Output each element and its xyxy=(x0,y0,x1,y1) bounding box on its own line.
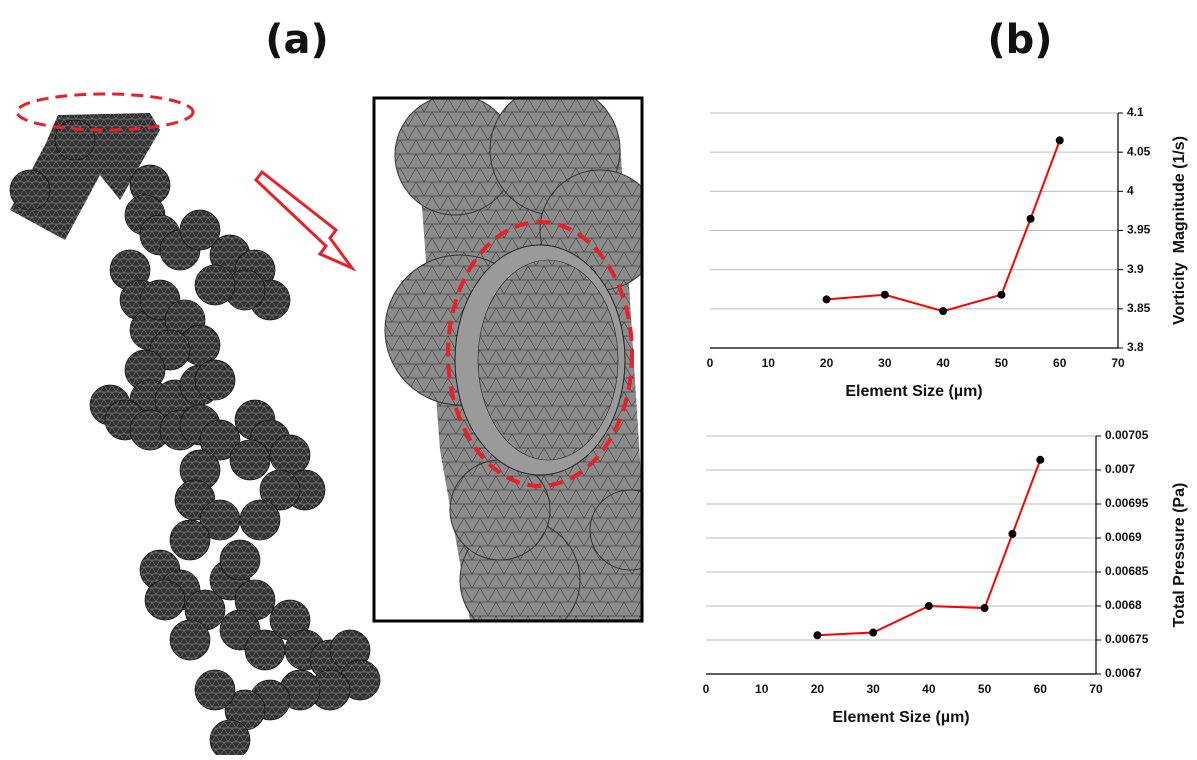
mesh-sphere xyxy=(144,579,186,621)
zoom-frame xyxy=(372,96,644,623)
x-tick-label: 40 xyxy=(922,682,936,696)
data-point xyxy=(939,307,948,316)
x-tick-label: 10 xyxy=(755,682,769,696)
data-point xyxy=(1008,529,1017,538)
y-tick-label: 4 xyxy=(1127,184,1134,198)
mesh-sphere xyxy=(239,499,281,541)
mesh-sphere xyxy=(229,439,271,481)
x-tick-label: 50 xyxy=(995,356,1009,370)
x-tick-label: 0 xyxy=(703,682,710,696)
y-tick-label: 3.95 xyxy=(1127,223,1151,237)
mesh-sphere xyxy=(169,519,211,561)
zoom-view xyxy=(375,99,641,620)
mesh-sphere xyxy=(209,719,251,760)
series-line xyxy=(826,140,1061,313)
data-point xyxy=(924,602,933,610)
series-line xyxy=(817,459,1042,637)
data-point xyxy=(869,628,878,637)
mesh-sphere xyxy=(194,359,236,401)
data-point xyxy=(822,295,831,304)
mesh-sphere xyxy=(194,669,236,711)
mesh-sphere xyxy=(269,434,311,476)
y-tick-label: 3.9 xyxy=(1127,262,1144,276)
mesh-sphere xyxy=(589,489,641,571)
data-point xyxy=(813,631,822,640)
data-point xyxy=(1036,455,1045,464)
mesh-sphere xyxy=(194,264,236,306)
y-tick-label: 3.8 xyxy=(1127,340,1144,354)
mesh-sphere xyxy=(169,619,211,661)
panel-label: (b) xyxy=(987,17,1052,63)
zoom-arrow xyxy=(253,169,357,272)
mesh-sphere xyxy=(219,539,261,581)
mesh-model xyxy=(9,113,381,760)
mesh-sphere xyxy=(54,119,96,161)
mesh-sphere xyxy=(9,169,51,211)
x-tick-label: 30 xyxy=(866,682,880,696)
y-axis-label: Vorticity Magnitude (1/s) xyxy=(1171,136,1188,325)
y-tick-label: 0.00675 xyxy=(1105,632,1149,646)
data-point xyxy=(980,604,989,613)
x-tick-label: 20 xyxy=(811,682,825,696)
x-tick-label: 60 xyxy=(1034,682,1048,696)
mesh-cap-inner xyxy=(477,259,619,461)
x-axis-label: Element Size (µm) xyxy=(832,709,969,726)
data-point xyxy=(1026,214,1035,223)
highlight-ellipse xyxy=(15,92,195,132)
y-tick-label: 3.85 xyxy=(1127,301,1151,315)
data-point xyxy=(1055,136,1064,145)
y-axis-label: Total Pressure (Pa) xyxy=(1171,483,1188,628)
mesh-sphere xyxy=(259,469,301,511)
y-tick-label: 0.0067 xyxy=(1105,666,1142,680)
y-tick-label: 0.00705 xyxy=(1105,428,1149,442)
mesh-sphere xyxy=(199,419,241,461)
x-tick-label: 20 xyxy=(820,356,834,370)
y-tick-label: 0.00695 xyxy=(1105,496,1149,510)
x-tick-label: 0 xyxy=(707,356,714,370)
y-tick-label: 4.1 xyxy=(1127,105,1144,119)
x-tick-label: 60 xyxy=(1053,356,1067,370)
x-tick-label: 30 xyxy=(878,356,892,370)
y-tick-label: 0.00685 xyxy=(1105,564,1149,578)
y-tick-label: 0.0069 xyxy=(1105,530,1142,544)
highlight-ellipse xyxy=(446,220,634,488)
x-tick-label: 70 xyxy=(1111,356,1125,370)
x-tick-label: 50 xyxy=(978,682,992,696)
panel-label: (a) xyxy=(265,17,329,63)
y-tick-label: 4.05 xyxy=(1127,144,1151,158)
y-tick-label: 0.0068 xyxy=(1105,598,1142,612)
x-axis-label: Element Size (µm) xyxy=(845,383,982,400)
x-tick-label: 70 xyxy=(1089,682,1103,696)
x-tick-label: 10 xyxy=(762,356,776,370)
mesh-sphere xyxy=(179,209,221,251)
mesh-inlet xyxy=(10,113,160,240)
data-point xyxy=(880,290,889,299)
data-point xyxy=(997,290,1006,299)
y-tick-label: 0.007 xyxy=(1105,462,1135,476)
x-tick-label: 40 xyxy=(936,356,950,370)
